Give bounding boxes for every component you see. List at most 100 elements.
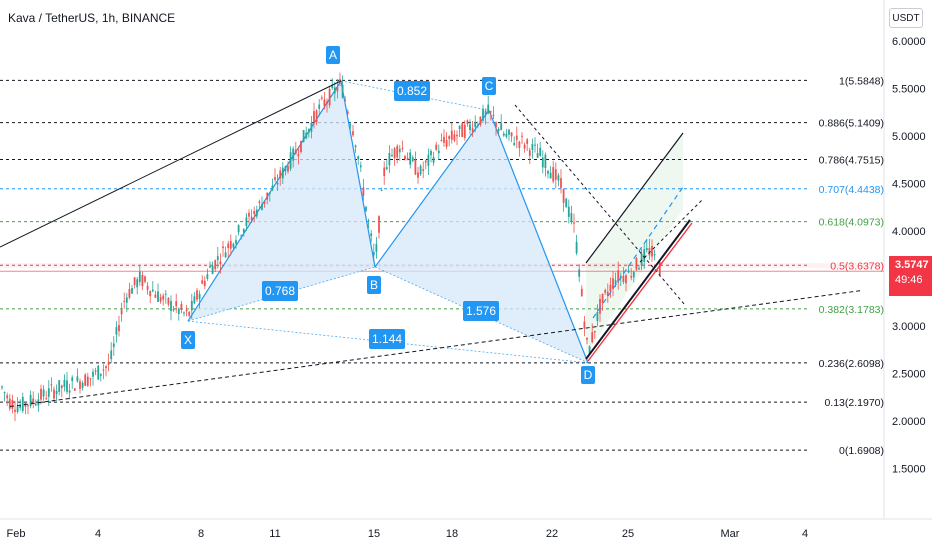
candle-body	[549, 172, 552, 179]
candle-body	[274, 177, 276, 180]
candle-body	[167, 297, 170, 305]
candle-body	[630, 276, 633, 278]
candle-body	[502, 133, 505, 136]
candle-body	[310, 122, 313, 132]
candle-body	[261, 203, 263, 210]
candle-body	[245, 217, 248, 227]
ratio-label: 0.852	[397, 84, 427, 98]
fib-level-label: 0.236(2.6098)	[819, 358, 884, 370]
time-tick-label: 8	[198, 528, 204, 540]
pattern-leg	[340, 80, 376, 268]
pattern-leg	[187, 80, 342, 322]
candle-body	[596, 311, 599, 322]
candle-body	[29, 394, 32, 406]
candle-body	[354, 145, 357, 148]
candle-body	[294, 149, 297, 154]
candle-body	[505, 133, 508, 137]
candle-body	[79, 381, 81, 389]
candle-body	[110, 350, 113, 360]
candle-body	[612, 278, 614, 289]
pattern-leg	[488, 110, 589, 364]
currency-button[interactable]: USDT	[889, 8, 923, 28]
fib-levels: 1(5.5848) 0.886(5.1409) 0.786(4.7515) 0.707…	[0, 75, 884, 457]
resistance-trend-line	[514, 104, 686, 306]
candle-body	[510, 132, 513, 137]
candle-body	[609, 284, 612, 292]
candle-body	[521, 135, 523, 137]
candle-body	[352, 131, 354, 136]
candle-body	[47, 388, 50, 397]
candle-body	[643, 249, 646, 262]
candle-body	[648, 248, 651, 256]
fib-level-label: 0.618(4.0973)	[819, 217, 884, 229]
candle-body	[21, 396, 24, 411]
candle-body	[235, 240, 237, 244]
candle-body	[144, 276, 146, 282]
candle-body	[463, 124, 466, 138]
candle-body	[653, 254, 656, 256]
candle-body	[76, 376, 79, 382]
candle-body	[242, 229, 245, 233]
candle-body	[120, 309, 123, 315]
trend-line	[0, 80, 342, 248]
candle-body	[547, 171, 549, 174]
candle-body	[536, 153, 539, 158]
candle-body	[474, 121, 477, 127]
time-tick-label: 15	[368, 528, 380, 540]
candle-body	[658, 261, 661, 275]
fib-level-label: 0.786(4.7515)	[819, 155, 884, 167]
candle-body	[396, 146, 399, 158]
candle-body	[94, 370, 97, 372]
candle-body	[370, 233, 373, 237]
candle-body	[599, 298, 601, 314]
candle-body	[86, 376, 89, 386]
candle-body	[190, 300, 193, 311]
candle-body	[541, 157, 544, 168]
price-tick-label: 3.0000	[892, 321, 926, 333]
bcd-triangle	[375, 110, 588, 363]
candle-body	[315, 110, 318, 123]
candle-body	[417, 172, 419, 178]
candle-body	[222, 246, 224, 249]
candle-body	[123, 300, 126, 302]
candle-body	[534, 144, 536, 146]
candle-body	[497, 129, 500, 132]
candle-body	[188, 311, 191, 316]
candle-body	[456, 134, 458, 137]
candle-body	[380, 190, 383, 192]
candles	[1, 72, 661, 422]
candle-body	[344, 99, 347, 101]
candle-body	[583, 321, 586, 329]
candle-body	[479, 116, 482, 125]
candle-body	[651, 246, 653, 257]
candle-body	[177, 308, 180, 314]
candle-body	[14, 409, 16, 412]
candle-body	[406, 158, 409, 161]
candle-body	[617, 270, 620, 283]
candle-body	[170, 300, 172, 312]
candle-body	[45, 398, 48, 400]
candle-body	[385, 167, 388, 170]
candle-body	[237, 225, 240, 233]
price-tick-label: 2.5000	[892, 368, 926, 380]
candle-body	[58, 380, 61, 392]
candle-body	[203, 280, 206, 286]
point-label-box	[326, 46, 340, 64]
candle-body	[216, 256, 219, 261]
candle-body	[378, 216, 380, 233]
candle-body	[60, 385, 63, 389]
candle-body	[157, 291, 159, 302]
candle-body	[552, 167, 555, 182]
candle-body	[614, 280, 617, 285]
price-tick-label: 6.0000	[892, 36, 926, 48]
channel-fill	[586, 133, 683, 355]
candle-body	[466, 120, 469, 124]
candle-body	[318, 104, 321, 109]
candle-body	[292, 148, 295, 161]
candle-body	[71, 377, 74, 381]
candle-body	[445, 140, 448, 147]
candle-body	[482, 108, 484, 121]
ratio-label-box	[463, 301, 499, 321]
time-tick-label: Mar	[721, 528, 740, 540]
